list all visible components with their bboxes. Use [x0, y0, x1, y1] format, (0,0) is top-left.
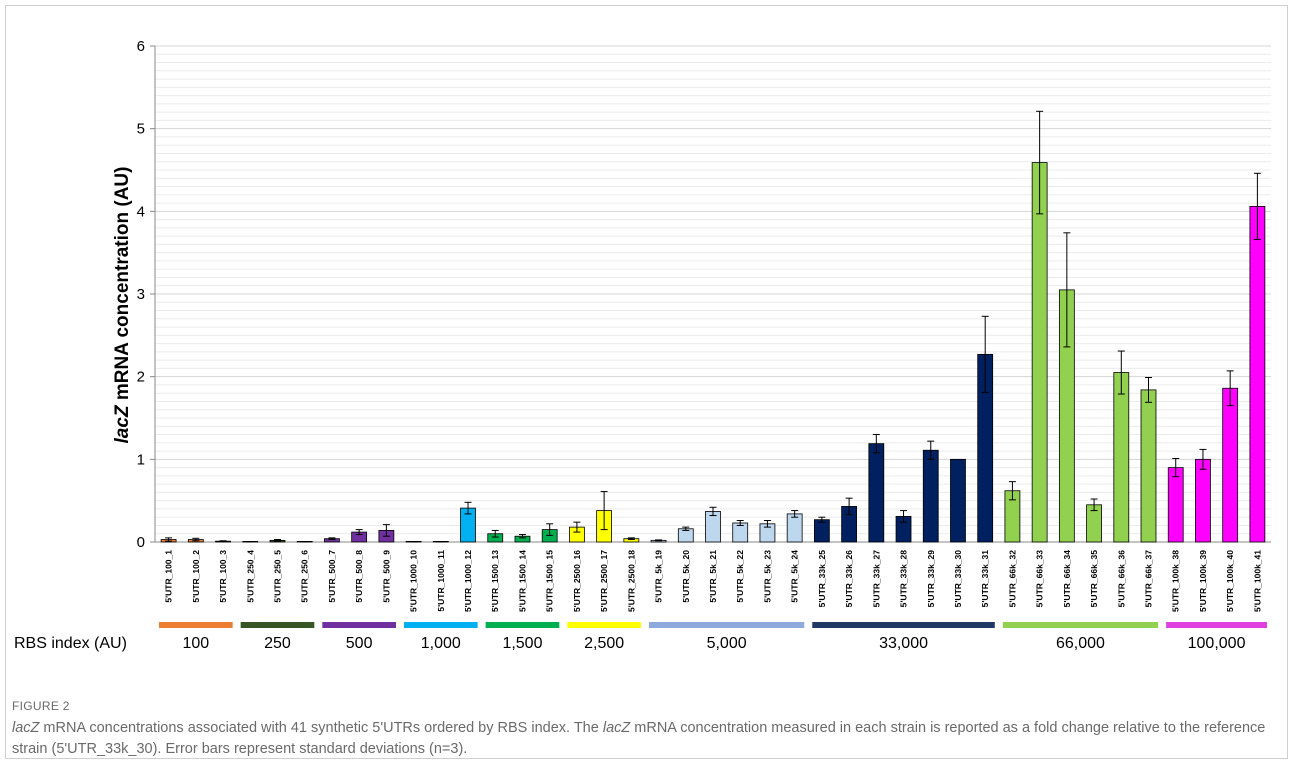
x-tick-label: 5'UTR_250_4	[245, 550, 255, 603]
figure-label: FIGURE 2	[12, 699, 70, 713]
group-label: 66,000	[1056, 635, 1105, 652]
bars	[160, 162, 1266, 543]
x-tick-label: 5'UTR_66k_32	[1007, 550, 1017, 608]
group-indicator-bar	[648, 622, 805, 628]
x-tick-label: 5'UTR_100_1	[164, 550, 174, 603]
bar	[950, 458, 966, 543]
x-tick-label: 5'UTR_1000_10	[409, 550, 419, 612]
grid-lines	[155, 45, 1271, 535]
x-tick-label: 5'UTR_5k_20	[681, 550, 691, 603]
x-tick-label: 5'UTR_5k_21	[708, 550, 718, 603]
x-tick-label: 5'UTR_2500_18	[626, 550, 636, 612]
bar	[1031, 162, 1048, 543]
group-indicator-bar	[159, 622, 233, 628]
x-tick-label: 5'UTR_250_6	[300, 550, 310, 603]
bar	[922, 449, 939, 543]
bar	[1140, 389, 1157, 543]
x-tick-label: 5'UTR_5k_23	[762, 550, 772, 603]
group-label: 1,000	[421, 635, 461, 652]
x-tick-label: 5'UTR_1000_11	[436, 550, 446, 612]
bar	[786, 513, 803, 543]
x-tick-label: 5'UTR_1000_12	[463, 550, 473, 612]
x-tick-label: 5'UTR_100k_40	[1225, 550, 1235, 612]
bar	[1113, 372, 1130, 543]
group-indicator-bar	[322, 622, 396, 628]
y-tick-label: 3	[137, 286, 145, 303]
group-indicators: 100 250 500 1,000 1,500 2,500 5,000 33,000 66,00…	[159, 622, 1267, 652]
group-label: 250	[264, 635, 291, 652]
y-axis: 0 1 2 3 4 5 6	[137, 38, 1271, 551]
y-tick-label: 5	[137, 121, 145, 138]
x-tick-label: 5'UTR_1500_13	[490, 550, 500, 612]
x-tick-label: 5'UTR_33k_29	[926, 550, 936, 608]
x-tick-label: 5'UTR_500_7	[327, 550, 337, 603]
x-tick-label: 5'UTR_33k_28	[899, 550, 909, 608]
y-tick-label: 6	[137, 38, 145, 55]
x-tick-label: 5'UTR_100_2	[191, 550, 201, 603]
group-indicator-bar	[403, 622, 478, 628]
group-indicator-bar	[240, 622, 315, 628]
bar	[1167, 467, 1184, 543]
bar	[1249, 205, 1266, 543]
bar	[868, 443, 885, 543]
x-tick-label: 5'UTR_100k_41	[1252, 550, 1262, 612]
x-tick-label: 5'UTR_5k_19	[654, 550, 664, 603]
bar	[813, 519, 830, 543]
group-axis-label: RBS index (AU)	[14, 635, 127, 652]
group-label: 1,500	[502, 635, 542, 652]
group-label: 100,000	[1188, 635, 1246, 652]
x-tick-label: 5'UTR_66k_37	[1144, 550, 1154, 608]
x-tick-label: 5'UTR_100k_38	[1171, 550, 1181, 612]
group-indicator-bar	[1002, 622, 1159, 628]
y-tick-label: 1	[137, 451, 145, 468]
x-tick-label: 5'UTR_33k_26	[844, 550, 854, 608]
x-tick-label: 5'UTR_5k_24	[790, 550, 800, 603]
x-tick-label: 5'UTR_66k_33	[1035, 550, 1045, 608]
group-indicator-bar	[812, 622, 995, 628]
x-tick-label: 5'UTR_2500_16	[572, 550, 582, 612]
group-indicator-bar	[485, 622, 560, 628]
x-tick-label: 5'UTR_66k_34	[1062, 550, 1072, 608]
x-tick-label: 5'UTR_500_8	[354, 550, 364, 603]
x-tick-label: 5'UTR_2500_17	[599, 550, 609, 612]
x-tick-label: 5'UTR_33k_25	[817, 550, 827, 608]
x-tick-label: 5'UTR_66k_35	[1089, 550, 1099, 608]
group-indicator-bar	[1166, 622, 1267, 628]
x-tick-label: 5'UTR_1500_15	[545, 550, 555, 612]
group-indicator-bar	[567, 622, 641, 628]
x-tick-label: 5'UTR_250_5	[272, 550, 282, 603]
x-tick-label: 5'UTR_100k_39	[1198, 550, 1208, 612]
x-tick-label: 5'UTR_100_3	[218, 550, 228, 603]
y-tick-label: 4	[137, 203, 145, 220]
group-label: 33,000	[879, 635, 928, 652]
y-tick-label: 2	[137, 369, 145, 386]
x-tick-label: 5'UTR_33k_30	[953, 550, 963, 608]
group-label: 2,500	[584, 635, 624, 652]
error-bars	[165, 110, 1261, 543]
group-label: 500	[346, 635, 373, 652]
group-label: 5,000	[707, 635, 747, 652]
bar	[1195, 458, 1211, 543]
x-tick-label: 5'UTR_500_9	[381, 550, 391, 603]
group-label: 100	[182, 635, 209, 652]
figure-caption: lacZ mRNA concentrations associated with…	[12, 720, 1266, 757]
x-tick-label: 5'UTR_5k_22	[735, 550, 745, 603]
y-axis-label: lacZ mRNA concentration (AU)	[112, 167, 133, 444]
x-tick-label: 5'UTR_33k_31	[980, 550, 990, 608]
x-tick-label: 5'UTR_33k_27	[871, 550, 881, 608]
bar	[1222, 387, 1239, 543]
x-tick-label: 5'UTR_1500_14	[517, 550, 527, 612]
x-tick-labels: 5'UTR_100_1 5'UTR_100_2 5'UTR_100_3 5'UTR_2…	[164, 550, 1263, 612]
y-tick-label: 0	[137, 534, 145, 551]
x-tick-label: 5'UTR_66k_36	[1116, 550, 1126, 608]
